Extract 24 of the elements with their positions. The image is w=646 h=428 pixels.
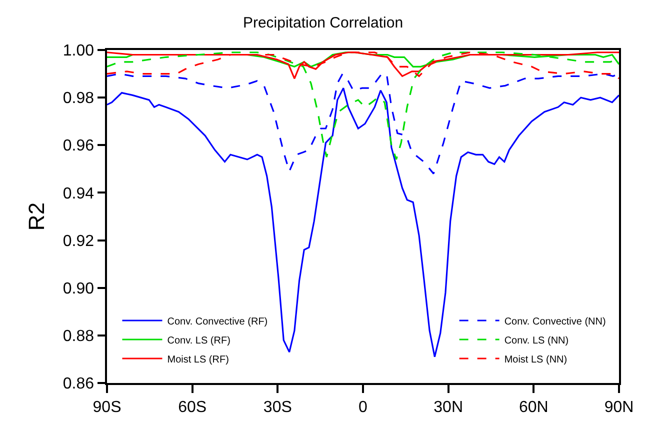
x-tick-label: 0 bbox=[358, 398, 368, 416]
legend-label: Conv. LS (NN) bbox=[504, 335, 569, 346]
legend-label: Conv. Convective (NN) bbox=[504, 316, 606, 328]
legend-label: Moist LS (NN) bbox=[504, 354, 568, 366]
y-tick-label: 1.00 bbox=[62, 42, 94, 60]
legend-label: Moist LS (RF) bbox=[167, 354, 229, 366]
y-tick-label: 0.94 bbox=[62, 185, 94, 202]
x-tick-label: 60S bbox=[178, 398, 207, 416]
x-tick-label: 30N bbox=[434, 398, 464, 416]
y-tick-label: 0.98 bbox=[62, 90, 94, 108]
y-tick-label: 0.86 bbox=[62, 376, 94, 393]
y-tick-label: 0.88 bbox=[62, 328, 94, 346]
y-tick-label: 0.92 bbox=[62, 232, 94, 250]
line-series bbox=[107, 52, 619, 80]
x-tick-label: 90N bbox=[604, 398, 634, 416]
legend-label: Conv. Convective (RF) bbox=[167, 316, 268, 328]
y-tick-label: 0.96 bbox=[62, 138, 94, 155]
chart-title: Precipitation Correlation bbox=[242, 14, 404, 32]
y-axis-title: R2 bbox=[24, 202, 50, 231]
legend-label: Conv. LS (RF) bbox=[167, 335, 230, 346]
x-tick-label: 90S bbox=[92, 398, 122, 416]
y-tick-label: 0.90 bbox=[62, 280, 94, 298]
x-tick-label: 60N bbox=[518, 398, 548, 416]
x-tick-label: 30S bbox=[263, 398, 292, 416]
